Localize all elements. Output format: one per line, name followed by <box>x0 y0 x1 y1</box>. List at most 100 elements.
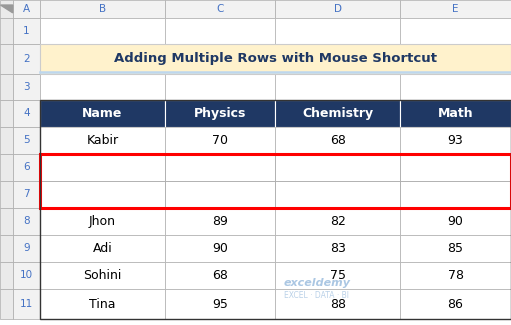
Bar <box>400 262 511 289</box>
Bar <box>40 154 511 208</box>
Bar <box>40 44 511 74</box>
Bar <box>40 74 165 100</box>
Bar <box>0 127 13 154</box>
Bar <box>0 18 13 44</box>
Text: A: A <box>23 4 30 14</box>
Bar <box>165 235 275 262</box>
Bar <box>165 289 275 319</box>
Bar <box>275 154 400 181</box>
Bar <box>40 208 165 235</box>
Bar <box>13 18 40 44</box>
Bar <box>40 127 165 154</box>
Bar <box>275 74 400 100</box>
Bar <box>165 100 275 127</box>
Bar <box>13 100 40 127</box>
Text: Name: Name <box>82 107 123 120</box>
Text: 75: 75 <box>330 268 346 281</box>
Bar <box>400 100 511 127</box>
Text: 88: 88 <box>330 298 346 310</box>
Bar <box>275 127 400 154</box>
Text: 8: 8 <box>24 216 30 226</box>
Bar <box>40 235 165 262</box>
Bar <box>13 0 40 18</box>
Text: D: D <box>334 4 342 14</box>
Text: 2: 2 <box>24 54 30 64</box>
Text: 3: 3 <box>24 82 30 92</box>
Bar <box>165 127 275 154</box>
Bar <box>275 100 400 127</box>
Bar <box>400 127 511 154</box>
Text: 6: 6 <box>24 162 30 172</box>
Text: Adding Multiple Rows with Mouse Shortcut: Adding Multiple Rows with Mouse Shortcut <box>114 52 437 65</box>
Text: 68: 68 <box>212 268 228 281</box>
Bar <box>165 154 275 181</box>
Text: 5: 5 <box>24 135 30 145</box>
Bar <box>400 262 511 289</box>
Bar <box>400 208 511 235</box>
Text: 83: 83 <box>330 241 346 254</box>
Bar <box>13 127 40 154</box>
Bar <box>40 127 165 154</box>
Bar <box>0 262 13 289</box>
Text: Jhon: Jhon <box>89 214 116 227</box>
Bar <box>165 181 275 208</box>
Bar <box>13 44 40 74</box>
Bar <box>40 181 165 208</box>
Bar <box>400 44 511 74</box>
Bar <box>40 0 165 18</box>
Bar <box>13 262 40 289</box>
Text: 7: 7 <box>24 189 30 199</box>
Bar <box>40 154 165 181</box>
Bar <box>275 154 400 181</box>
Bar <box>40 18 165 44</box>
Bar <box>0 74 13 100</box>
Text: 82: 82 <box>330 214 346 227</box>
Bar <box>13 289 40 319</box>
Bar <box>0 0 13 18</box>
Bar <box>40 289 165 319</box>
Bar <box>40 262 165 289</box>
Text: EXCEL · DATA · BI: EXCEL · DATA · BI <box>284 291 350 300</box>
Bar <box>40 262 165 289</box>
Bar <box>13 154 40 181</box>
Bar <box>275 235 400 262</box>
Text: 90: 90 <box>448 214 463 227</box>
Bar <box>400 289 511 319</box>
Text: 95: 95 <box>212 298 228 310</box>
Bar <box>275 181 400 208</box>
Bar <box>275 208 400 235</box>
Bar <box>400 0 511 18</box>
Bar <box>275 127 400 154</box>
Bar <box>0 289 13 319</box>
Bar <box>165 18 275 44</box>
Bar <box>13 74 40 100</box>
Text: 86: 86 <box>448 298 463 310</box>
Text: 78: 78 <box>448 268 463 281</box>
Bar <box>165 154 275 181</box>
Bar <box>165 208 275 235</box>
Bar <box>400 181 511 208</box>
Bar <box>40 44 165 74</box>
Text: 89: 89 <box>212 214 228 227</box>
Bar <box>400 127 511 154</box>
Bar <box>275 18 400 44</box>
Text: Sohini: Sohini <box>83 268 122 281</box>
Bar <box>400 235 511 262</box>
Bar <box>400 208 511 235</box>
Text: Physics: Physics <box>194 107 246 120</box>
Bar <box>13 235 40 262</box>
Bar <box>400 235 511 262</box>
Text: 68: 68 <box>330 134 346 147</box>
Text: 85: 85 <box>448 241 463 254</box>
Bar <box>165 127 275 154</box>
Bar <box>40 154 165 181</box>
Bar <box>0 181 13 208</box>
Text: C: C <box>217 4 224 14</box>
Text: Tina: Tina <box>89 298 115 310</box>
Bar <box>275 262 400 289</box>
Bar <box>40 100 165 127</box>
Bar <box>400 154 511 181</box>
Text: 11: 11 <box>20 299 33 309</box>
Bar <box>0 154 13 181</box>
Bar <box>40 235 165 262</box>
